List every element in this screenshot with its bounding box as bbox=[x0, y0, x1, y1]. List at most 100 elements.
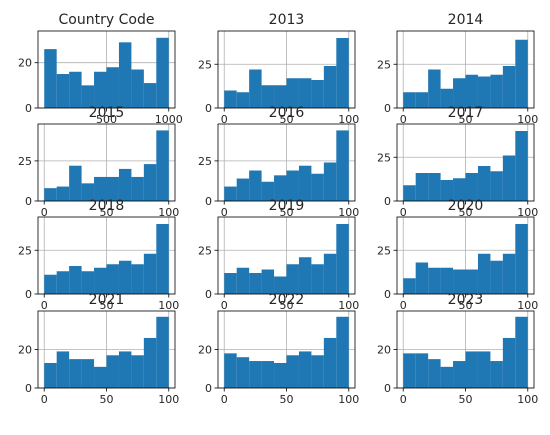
histogram-bar bbox=[143, 83, 157, 108]
histogram-bar bbox=[465, 351, 478, 388]
x-tick-label: 100 bbox=[338, 206, 359, 219]
histogram-bar bbox=[94, 71, 107, 108]
x-tick-label: 100 bbox=[517, 393, 538, 406]
x-tick-label: 50 bbox=[459, 113, 473, 126]
histogram-bar bbox=[515, 316, 528, 388]
y-tick-label: 25 bbox=[198, 244, 212, 257]
histogram-bar bbox=[490, 260, 503, 294]
y-tick-label: 0 bbox=[25, 288, 32, 301]
hist-2019-panel: 0 50 100 0 25 2019 bbox=[198, 198, 359, 312]
histogram-bar bbox=[143, 253, 157, 294]
histogram-bar bbox=[236, 267, 250, 294]
histogram-bar bbox=[56, 351, 70, 388]
x-tick-label: 100 bbox=[158, 299, 179, 312]
histogram-bar bbox=[44, 362, 57, 388]
histogram-bar bbox=[415, 92, 429, 108]
histogram-bar bbox=[81, 85, 95, 108]
histogram-bar bbox=[236, 178, 250, 201]
y-tick-label: 0 bbox=[205, 382, 212, 395]
histogram-bar bbox=[298, 351, 312, 388]
x-tick-label: 100 bbox=[517, 299, 538, 312]
histogram-bar bbox=[403, 185, 416, 201]
hist-2015-title: 2015 bbox=[89, 105, 125, 121]
histogram-bar bbox=[336, 38, 349, 108]
histogram-bar bbox=[118, 168, 132, 201]
histogram-bar bbox=[403, 92, 416, 108]
y-tick-label: 20 bbox=[18, 57, 32, 70]
y-tick-label: 20 bbox=[18, 344, 32, 357]
histogram-bar bbox=[515, 224, 528, 294]
y-tick-label: 20 bbox=[198, 344, 212, 357]
histogram-bar bbox=[261, 85, 275, 108]
histogram-bar bbox=[236, 92, 250, 108]
histogram-bar bbox=[156, 37, 169, 109]
histogram-bar bbox=[224, 90, 237, 108]
histogram-bar bbox=[477, 253, 491, 294]
histogram-bar bbox=[502, 155, 516, 201]
histogram-bar bbox=[69, 71, 82, 108]
hist-2018-title: 2018 bbox=[89, 198, 125, 214]
histogram-bar bbox=[56, 74, 70, 108]
histogram-bar bbox=[81, 183, 95, 201]
x-tick-label: 50 bbox=[459, 299, 473, 312]
histogram-bar bbox=[94, 176, 107, 201]
y-tick-label: 0 bbox=[25, 195, 32, 208]
histogram-bar bbox=[261, 361, 275, 388]
histogram-bar bbox=[56, 186, 70, 201]
histogram-bar bbox=[44, 188, 57, 201]
histogram-bar bbox=[490, 171, 503, 201]
x-tick-label: 50 bbox=[459, 393, 473, 406]
histogram-bar bbox=[69, 165, 82, 201]
y-tick-label: 25 bbox=[18, 244, 32, 257]
y-tick-label: 0 bbox=[205, 102, 212, 115]
hist-2023-title: 2023 bbox=[448, 292, 484, 308]
histogram-bar bbox=[94, 366, 107, 388]
histogram-bar bbox=[156, 130, 169, 201]
histogram-bar bbox=[428, 69, 441, 108]
hist-2022-title: 2022 bbox=[269, 292, 305, 308]
histogram-bar bbox=[465, 269, 478, 294]
y-tick-label: 0 bbox=[25, 382, 32, 395]
histogram-bar bbox=[323, 66, 337, 108]
x-tick-label: 100 bbox=[338, 299, 359, 312]
histogram-bar bbox=[131, 69, 144, 108]
histogram-bar bbox=[118, 42, 132, 108]
histogram-bar bbox=[106, 67, 119, 108]
histogram-bar bbox=[131, 264, 144, 294]
x-tick-label: 50 bbox=[100, 299, 114, 312]
histogram-bar bbox=[81, 359, 95, 388]
x-tick-label: 100 bbox=[338, 113, 359, 126]
x-tick-label: 50 bbox=[280, 299, 294, 312]
histogram-bar bbox=[106, 176, 119, 201]
y-tick-label: 25 bbox=[198, 155, 212, 168]
histogram-bar bbox=[453, 269, 466, 294]
hist-2016-title: 2016 bbox=[269, 105, 305, 121]
histogram-bar bbox=[403, 353, 416, 388]
hist-2022-panel: 0 50 100 0 20 2022 bbox=[198, 292, 359, 406]
x-tick-label: 50 bbox=[100, 206, 114, 219]
histogram-bar bbox=[143, 164, 157, 201]
histogram-bar bbox=[440, 180, 454, 201]
x-tick-label: 100 bbox=[158, 393, 179, 406]
hist-2013-title: 2013 bbox=[269, 12, 305, 28]
x-tick-label: 50 bbox=[459, 206, 473, 219]
histogram-bar bbox=[249, 273, 262, 294]
histogram-bar bbox=[44, 49, 57, 108]
y-tick-label: 25 bbox=[198, 58, 212, 71]
x-tick-label: 100 bbox=[517, 206, 538, 219]
histogram-bar bbox=[415, 353, 429, 388]
hist-country-code-panel: 500 1000 0 20 Country Code bbox=[18, 12, 183, 126]
x-tick-label: 0 bbox=[221, 393, 228, 406]
histogram-bar bbox=[94, 267, 107, 294]
histogram-bar bbox=[465, 173, 478, 201]
histogram-bar bbox=[224, 273, 237, 294]
histogram-bar bbox=[453, 178, 466, 201]
x-tick-label: 0 bbox=[400, 206, 407, 219]
histogram-bar bbox=[44, 274, 57, 294]
y-tick-label: 0 bbox=[205, 195, 212, 208]
histogram-bar bbox=[236, 357, 250, 388]
histogram-bar bbox=[311, 264, 324, 294]
x-tick-label: 0 bbox=[41, 206, 48, 219]
histogram-bar bbox=[298, 78, 312, 108]
